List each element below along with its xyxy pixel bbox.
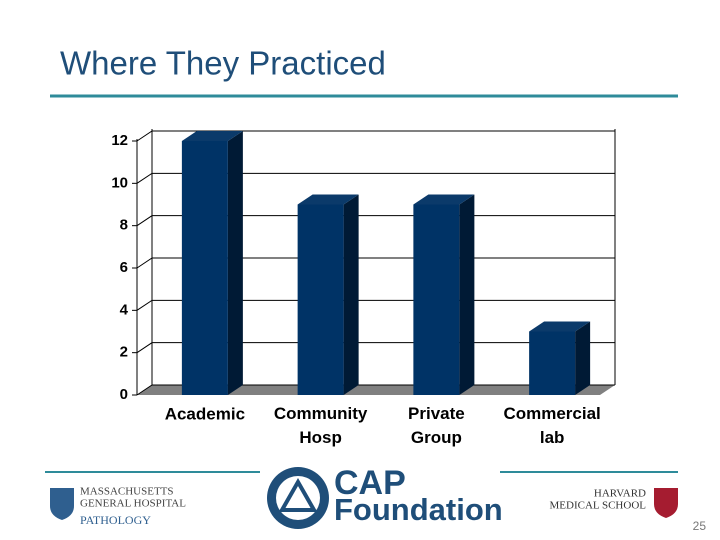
cap-name: Foundation bbox=[334, 492, 503, 527]
grid-line bbox=[136, 172, 615, 184]
bar bbox=[413, 204, 460, 395]
mgh-name: MASSACHUSETTS bbox=[80, 486, 174, 498]
chart-title: Where They Practiced bbox=[60, 45, 386, 82]
plot: 0 2 4 6 8 10 12 Academic Community Hosp Private Gro… bbox=[111, 129, 616, 447]
floor bbox=[137, 385, 615, 395]
bar-side bbox=[343, 194, 359, 395]
bar-top bbox=[413, 194, 475, 205]
bar-side bbox=[227, 131, 243, 395]
bar-top bbox=[181, 131, 243, 141]
harvard-shield bbox=[654, 488, 678, 518]
x-tick-label: Academic bbox=[165, 404, 245, 423]
mgh-name: GENERAL HOSPITAL bbox=[80, 498, 186, 510]
grid-line bbox=[136, 130, 615, 142]
cap-name: CAP bbox=[334, 464, 406, 502]
bar bbox=[529, 331, 576, 395]
y-tick-label: 10 bbox=[111, 174, 128, 191]
harvard-name: HARVARD bbox=[594, 488, 646, 500]
x-tick-label: Community Hosp bbox=[274, 404, 368, 447]
bar-side bbox=[459, 194, 475, 395]
y-tick-label: 4 bbox=[120, 301, 129, 318]
x-tick-label: Private Group bbox=[408, 404, 465, 447]
page-number: 25 bbox=[693, 519, 707, 533]
y-tick-label: 12 bbox=[111, 132, 128, 149]
bar bbox=[297, 204, 344, 395]
bar-side bbox=[575, 321, 591, 395]
y-tick-label: 6 bbox=[120, 259, 128, 276]
y-tick-label: 0 bbox=[120, 386, 128, 403]
cap-logo bbox=[278, 477, 318, 512]
y-tick-label: 2 bbox=[120, 344, 128, 361]
harvard-name: MEDICAL SCHOOL bbox=[550, 500, 647, 512]
x-tick-label: Commercial lab bbox=[503, 404, 600, 447]
bar-top bbox=[529, 321, 591, 332]
bar bbox=[181, 141, 228, 395]
mgh-dept: PATHOLOGY bbox=[80, 513, 151, 527]
bar-top bbox=[297, 194, 359, 205]
y-tick-label: 8 bbox=[120, 217, 128, 234]
mgh-shield bbox=[50, 488, 74, 520]
